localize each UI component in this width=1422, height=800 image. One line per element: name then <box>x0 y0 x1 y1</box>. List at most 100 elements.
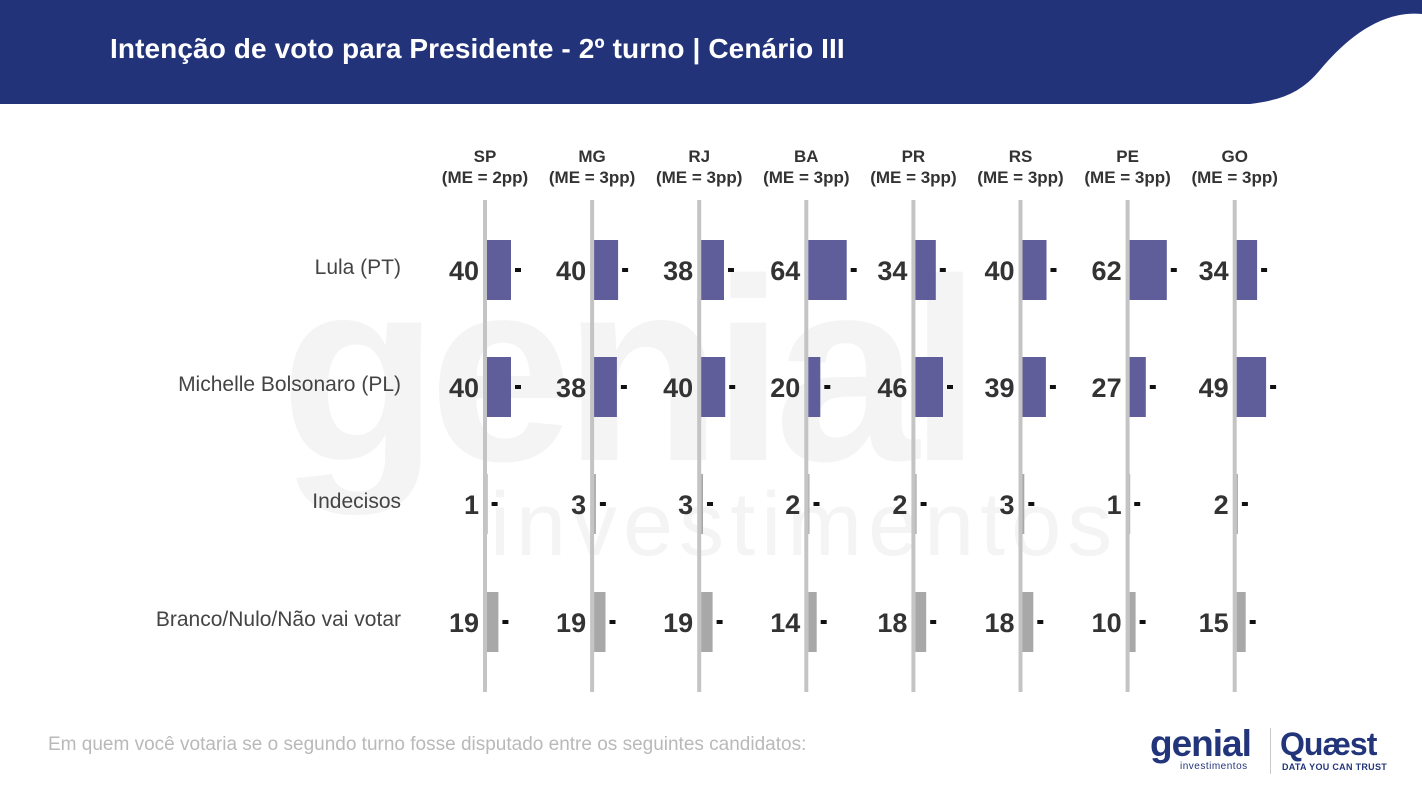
column-header-mg: MG <box>578 147 605 166</box>
column-header-rj: RJ <box>688 147 710 166</box>
bar <box>1022 474 1025 534</box>
value-tick <box>1134 502 1141 506</box>
data-label: 49 <box>1199 373 1229 403</box>
data-label: 19 <box>663 608 693 638</box>
value-tick <box>920 502 927 506</box>
bar <box>808 592 817 652</box>
quaest-logo: Quæst <box>1280 726 1377 762</box>
data-label: 40 <box>556 256 586 286</box>
data-label: 14 <box>770 608 800 638</box>
bar <box>1022 240 1047 300</box>
data-label: 34 <box>877 256 907 286</box>
value-tick <box>947 385 953 389</box>
data-label: 40 <box>449 256 479 286</box>
value-tick <box>622 268 629 272</box>
bar <box>701 592 713 652</box>
data-label: 46 <box>877 373 907 403</box>
value-tick <box>1139 620 1146 624</box>
data-label: 40 <box>449 373 479 403</box>
value-tick <box>1261 268 1268 272</box>
bar <box>487 240 511 300</box>
value-tick <box>1050 268 1057 272</box>
bar <box>1236 592 1246 652</box>
column-header-rs: RS <box>1009 147 1033 166</box>
bar <box>487 592 499 652</box>
data-label: 2 <box>892 490 907 520</box>
column-me-ba: (ME = 3pp) <box>763 168 849 187</box>
bar <box>594 474 596 534</box>
bar <box>1129 474 1131 534</box>
row-label: Lula (PT) <box>314 256 401 279</box>
row-label: Indecisos <box>312 490 401 513</box>
column-me-pr: (ME = 3pp) <box>870 168 956 187</box>
row-label: Michelle Bolsonaro (PL) <box>178 373 401 396</box>
genial-logo: genial <box>1150 723 1252 764</box>
value-tick <box>1241 502 1248 506</box>
data-label: 10 <box>1092 608 1122 638</box>
data-label: 40 <box>663 373 693 403</box>
value-tick <box>824 385 831 389</box>
data-label: 2 <box>1214 490 1229 520</box>
column-header-sp: SP <box>474 147 497 166</box>
column-me-go: (ME = 3pp) <box>1191 168 1277 187</box>
bar <box>1129 357 1146 417</box>
data-label: 2 <box>785 490 800 520</box>
data-label: 64 <box>770 256 800 286</box>
data-label: 18 <box>984 608 1014 638</box>
bar <box>915 357 943 417</box>
logo-divider <box>1270 728 1271 774</box>
value-tick <box>850 268 857 272</box>
value-tick <box>515 385 521 389</box>
column-header-pe: PE <box>1116 147 1139 166</box>
data-label: 40 <box>984 256 1014 286</box>
value-tick <box>1037 620 1044 624</box>
data-label: 62 <box>1092 256 1122 286</box>
value-tick <box>1249 620 1256 624</box>
value-tick <box>599 502 606 506</box>
value-tick <box>707 502 713 506</box>
value-tick <box>1028 502 1035 506</box>
bar <box>487 474 488 534</box>
column-header-pr: PR <box>902 147 926 166</box>
data-label: 19 <box>556 608 586 638</box>
quaest-logo-sub: DATA YOU CAN TRUST <box>1282 762 1388 772</box>
bar <box>1022 592 1034 652</box>
bar <box>808 474 810 534</box>
column-me-mg: (ME = 3pp) <box>549 168 635 187</box>
value-tick <box>820 620 827 624</box>
column-header-go: GO <box>1221 147 1247 166</box>
data-label: 18 <box>877 608 907 638</box>
data-label: 39 <box>984 373 1014 403</box>
data-label: 3 <box>999 490 1014 520</box>
bar <box>594 240 619 300</box>
bar <box>1236 240 1258 300</box>
bar <box>1129 592 1136 652</box>
value-tick <box>620 385 627 389</box>
bar <box>701 240 724 300</box>
bar <box>487 357 511 417</box>
data-label: 15 <box>1199 608 1229 638</box>
value-tick <box>728 268 734 272</box>
bar <box>1129 240 1167 300</box>
data-label: 27 <box>1092 373 1122 403</box>
bar <box>594 357 617 417</box>
column-me-sp: (ME = 2pp) <box>442 168 528 187</box>
data-label: 19 <box>449 608 479 638</box>
bar <box>808 357 821 417</box>
bar <box>808 240 847 300</box>
bar <box>701 474 703 534</box>
column-header-ba: BA <box>794 147 819 166</box>
question-note: Em quem você votaria se o segundo turno … <box>48 734 807 755</box>
value-tick <box>515 268 521 272</box>
data-label: 3 <box>678 490 693 520</box>
data-label: 1 <box>1107 490 1122 520</box>
value-tick <box>729 385 736 389</box>
value-tick <box>502 620 509 624</box>
bar <box>1022 357 1046 417</box>
data-label: 1 <box>464 490 479 520</box>
bar <box>701 357 726 417</box>
bar <box>915 474 917 534</box>
data-label: 34 <box>1199 256 1229 286</box>
bar <box>915 592 927 652</box>
